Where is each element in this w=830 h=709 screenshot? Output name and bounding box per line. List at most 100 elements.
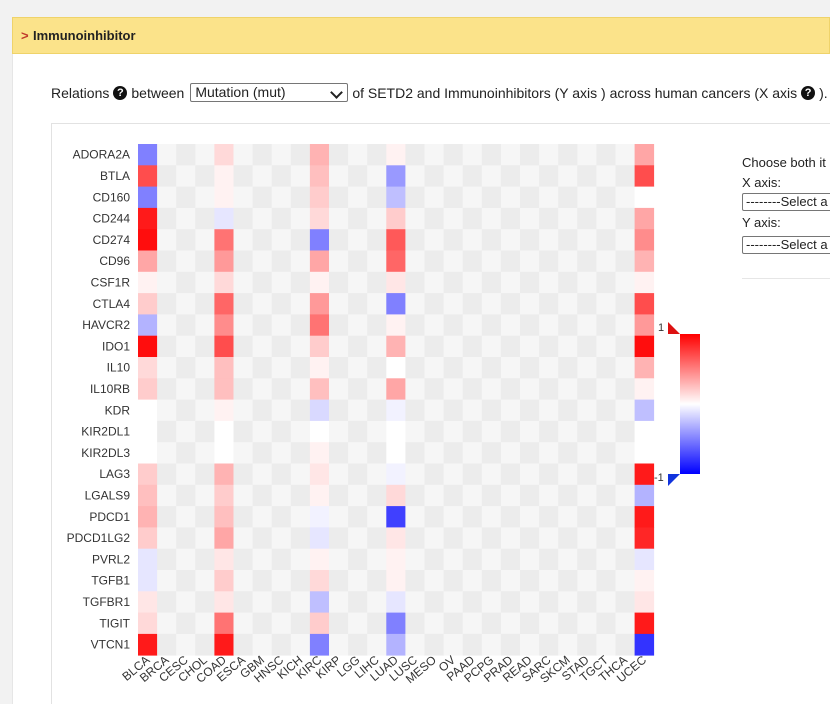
- heatmap-cell-il10-chol[interactable]: [195, 357, 215, 379]
- heatmap-cell-ctla4-lgg[interactable]: [348, 293, 368, 315]
- heatmap-cell-il10rb-pcpg[interactable]: [481, 378, 502, 400]
- heatmap-cell-cd160-blca[interactable]: [138, 186, 158, 209]
- heatmap-cell-tgfbr1-skcm[interactable]: [558, 591, 578, 613]
- heatmap-cell-pdcd1-ucec[interactable]: [634, 506, 655, 528]
- heatmap-cell-ido1-pcpg[interactable]: [481, 335, 502, 358]
- heatmap-cell-cd160-kich[interactable]: [290, 186, 311, 209]
- heatmap-cell-havcr2-skcm[interactable]: [558, 314, 578, 337]
- heatmap-cell-havcr2-hnsc[interactable]: [271, 314, 292, 337]
- heatmap-cell-vtcn1-cesc[interactable]: [176, 633, 196, 656]
- heatmap-cell-kir2dl3-cesc[interactable]: [176, 442, 196, 464]
- heatmap-cell-kir2dl3-hnsc[interactable]: [271, 442, 292, 464]
- heatmap-cell-cd244-kirp[interactable]: [329, 207, 349, 230]
- heatmap-cell-ido1-kirp[interactable]: [329, 335, 349, 358]
- heatmap-cell-lag3-lusc[interactable]: [405, 463, 425, 486]
- heatmap-cell-pvrl2-prad[interactable]: [500, 548, 521, 571]
- heatmap-cell-cd244-cesc[interactable]: [176, 207, 196, 230]
- heatmap-cell-tgfb1-prad[interactable]: [500, 570, 521, 592]
- heatmap-cell-cd96-pcpg[interactable]: [481, 250, 502, 273]
- heatmap-cell-vtcn1-lihc[interactable]: [367, 633, 387, 656]
- heatmap-cell-kdr-prad[interactable]: [500, 399, 521, 422]
- heatmap-cell-adora2a-kich[interactable]: [290, 144, 311, 166]
- heatmap-cell-ctla4-ucec[interactable]: [634, 293, 655, 315]
- heatmap-cell-cd96-thca[interactable]: [615, 250, 636, 273]
- heatmap-cell-kdr-coad[interactable]: [214, 399, 234, 422]
- heatmap-cell-csf1r-lihc[interactable]: [367, 271, 387, 294]
- heatmap-cell-kir2dl3-lihc[interactable]: [367, 442, 387, 464]
- heatmap-cell-cd274-hnsc[interactable]: [271, 229, 292, 251]
- heatmap-cell-pdcd1-stad[interactable]: [577, 506, 597, 528]
- heatmap-cell-il10-read[interactable]: [520, 357, 540, 379]
- heatmap-cell-tigit-chol[interactable]: [195, 612, 215, 635]
- heatmap-cell-tgfbr1-lusc[interactable]: [405, 591, 425, 613]
- heatmap-cell-adora2a-luad[interactable]: [386, 144, 406, 166]
- heatmap-cell-lgals9-skcm[interactable]: [558, 484, 578, 507]
- heatmap-cell-tgfb1-kich[interactable]: [290, 570, 311, 592]
- heatmap-cell-pvrl2-kirp[interactable]: [329, 548, 349, 571]
- heatmap-cell-tigit-lihc[interactable]: [367, 612, 387, 635]
- heatmap-cell-kir2dl3-read[interactable]: [520, 442, 540, 464]
- heatmap-cell-pdcd1-ov[interactable]: [443, 506, 464, 528]
- heatmap-cell-cd160-sarc[interactable]: [539, 186, 559, 209]
- heatmap-cell-pdcd1-brca[interactable]: [157, 506, 177, 528]
- heatmap-cell-ctla4-skcm[interactable]: [558, 293, 578, 315]
- heatmap-cell-il10-hnsc[interactable]: [271, 357, 292, 379]
- heatmap-cell-ctla4-kich[interactable]: [290, 293, 311, 315]
- heatmap-cell-ctla4-cesc[interactable]: [176, 293, 196, 315]
- heatmap-cell-cd274-luad[interactable]: [386, 229, 406, 251]
- heatmap-cell-ctla4-kirc[interactable]: [309, 293, 330, 315]
- heatmap-cell-vtcn1-thca[interactable]: [615, 633, 636, 656]
- heatmap-cell-ido1-meso[interactable]: [424, 335, 445, 358]
- heatmap-cell-il10rb-blca[interactable]: [138, 378, 158, 400]
- heatmap-cell-ctla4-meso[interactable]: [424, 293, 445, 315]
- heatmap-cell-cd160-kirc[interactable]: [309, 186, 330, 209]
- heatmap-cell-vtcn1-chol[interactable]: [195, 633, 215, 656]
- heatmap-cell-adora2a-esca[interactable]: [233, 144, 254, 166]
- heatmap-cell-havcr2-ucec[interactable]: [634, 314, 655, 337]
- heatmap-cell-cd96-tgct[interactable]: [596, 250, 616, 273]
- heatmap-cell-adora2a-paad[interactable]: [462, 144, 483, 166]
- heatmap-cell-il10rb-cesc[interactable]: [176, 378, 196, 400]
- heatmap-cell-vtcn1-sarc[interactable]: [539, 633, 559, 656]
- heatmap-cell-kdr-sarc[interactable]: [539, 399, 559, 422]
- heatmap-cell-cd244-read[interactable]: [520, 207, 540, 230]
- heatmap-cell-pvrl2-brca[interactable]: [157, 548, 177, 571]
- heatmap-cell-tigit-luad[interactable]: [386, 612, 406, 635]
- heatmap-cell-il10rb-gbm[interactable]: [252, 378, 273, 400]
- heatmap-cell-vtcn1-stad[interactable]: [577, 633, 597, 656]
- heatmap-cell-adora2a-lihc[interactable]: [367, 144, 387, 166]
- colorbar-max-handle[interactable]: [668, 322, 680, 334]
- heatmap-cell-lag3-cesc[interactable]: [176, 463, 196, 486]
- heatmap-cell-cd274-ucec[interactable]: [634, 229, 655, 251]
- heatmap-cell-cd160-meso[interactable]: [424, 186, 445, 209]
- heatmap-cell-ido1-ucec[interactable]: [634, 335, 655, 358]
- heatmap-cell-havcr2-ov[interactable]: [443, 314, 464, 337]
- heatmap-cell-cd96-lusc[interactable]: [405, 250, 425, 273]
- heatmap-cell-cd244-brca[interactable]: [157, 207, 177, 230]
- heatmap-cell-adora2a-brca[interactable]: [157, 144, 177, 166]
- heatmap-cell-cd274-lgg[interactable]: [348, 229, 368, 251]
- heatmap-cell-il10-cesc[interactable]: [176, 357, 196, 379]
- heatmap-cell-cd244-sarc[interactable]: [539, 207, 559, 230]
- heatmap-cell-ctla4-lihc[interactable]: [367, 293, 387, 315]
- heatmap-cell-lag3-chol[interactable]: [195, 463, 215, 486]
- heatmap-cell-il10-pcpg[interactable]: [481, 357, 502, 379]
- heatmap-cell-havcr2-tgct[interactable]: [596, 314, 616, 337]
- heatmap-cell-tgfb1-sarc[interactable]: [539, 570, 559, 592]
- heatmap-cell-tgfbr1-kich[interactable]: [290, 591, 311, 613]
- heatmap-cell-adora2a-blca[interactable]: [138, 144, 158, 166]
- heatmap-cell-csf1r-read[interactable]: [520, 271, 540, 294]
- heatmap-cell-lgals9-tgct[interactable]: [596, 484, 616, 507]
- heatmap-cell-il10rb-lihc[interactable]: [367, 378, 387, 400]
- heatmap-cell-pvrl2-lgg[interactable]: [348, 548, 368, 571]
- heatmap-cell-tgfb1-thca[interactable]: [615, 570, 636, 592]
- heatmap-cell-il10rb-kirc[interactable]: [309, 378, 330, 400]
- heatmap-cell-cd244-thca[interactable]: [615, 207, 636, 230]
- heatmap-cell-tgfbr1-gbm[interactable]: [252, 591, 273, 613]
- heatmap-cell-pvrl2-coad[interactable]: [214, 548, 234, 571]
- heatmap-cell-tgfbr1-sarc[interactable]: [539, 591, 559, 613]
- heatmap-cell-il10-esca[interactable]: [233, 357, 254, 379]
- heatmap-cell-btla-cesc[interactable]: [176, 165, 196, 187]
- heatmap-cell-cd160-pcpg[interactable]: [481, 186, 502, 209]
- heatmap-cell-btla-prad[interactable]: [500, 165, 521, 187]
